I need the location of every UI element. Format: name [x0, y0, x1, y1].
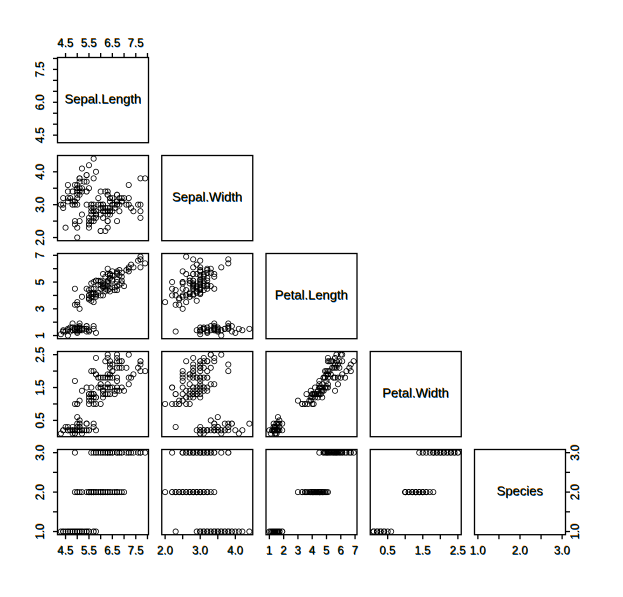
svg-text:4: 4: [309, 546, 316, 558]
svg-text:2.0: 2.0: [157, 546, 173, 558]
svg-text:2.5: 2.5: [450, 546, 466, 558]
svg-text:2.0: 2.0: [35, 230, 47, 246]
svg-text:6: 6: [338, 546, 344, 558]
svg-text:6.5: 6.5: [104, 38, 120, 50]
svg-text:0.5: 0.5: [380, 546, 396, 558]
svg-text:4.5: 4.5: [35, 127, 47, 143]
svg-text:6.5: 6.5: [104, 546, 120, 558]
svg-text:3: 3: [35, 306, 47, 312]
svg-text:5.5: 5.5: [81, 38, 97, 50]
svg-text:4.0: 4.0: [227, 546, 243, 558]
svg-text:5: 5: [35, 279, 47, 285]
svg-text:Sepal.Width: Sepal.Width: [172, 190, 242, 205]
svg-text:7.5: 7.5: [128, 546, 144, 558]
svg-text:Petal.Length: Petal.Length: [275, 288, 348, 303]
svg-text:7: 7: [352, 546, 358, 558]
svg-text:7: 7: [35, 252, 47, 258]
svg-text:6.0: 6.0: [35, 94, 47, 110]
svg-text:3.0: 3.0: [192, 546, 208, 558]
svg-text:Species: Species: [497, 484, 544, 499]
svg-text:1.0: 1.0: [570, 524, 582, 540]
svg-text:5: 5: [323, 546, 329, 558]
svg-text:3.0: 3.0: [570, 445, 582, 461]
svg-text:7.5: 7.5: [128, 38, 144, 50]
svg-text:Sepal.Length: Sepal.Length: [65, 92, 142, 107]
svg-text:1.5: 1.5: [35, 380, 47, 396]
svg-text:1: 1: [266, 546, 272, 558]
svg-text:4.5: 4.5: [58, 546, 74, 558]
svg-text:4.5: 4.5: [58, 38, 74, 50]
svg-text:2.0: 2.0: [35, 484, 47, 500]
svg-text:3.0: 3.0: [554, 546, 570, 558]
svg-text:3.0: 3.0: [35, 445, 47, 461]
svg-text:3: 3: [295, 546, 301, 558]
svg-text:1.0: 1.0: [35, 524, 47, 540]
svg-text:4.0: 4.0: [35, 164, 47, 180]
svg-text:1.5: 1.5: [415, 546, 431, 558]
svg-text:2: 2: [280, 546, 286, 558]
svg-text:2.5: 2.5: [35, 347, 47, 363]
svg-text:1: 1: [35, 332, 47, 338]
svg-text:2.0: 2.0: [512, 546, 528, 558]
svg-text:5.5: 5.5: [81, 546, 97, 558]
svg-text:3.0: 3.0: [35, 197, 47, 213]
svg-text:0.5: 0.5: [35, 412, 47, 428]
svg-text:1.0: 1.0: [470, 546, 486, 558]
svg-text:2.0: 2.0: [570, 484, 582, 500]
svg-text:7.5: 7.5: [35, 61, 47, 77]
svg-text:Petal.Width: Petal.Width: [383, 386, 449, 401]
